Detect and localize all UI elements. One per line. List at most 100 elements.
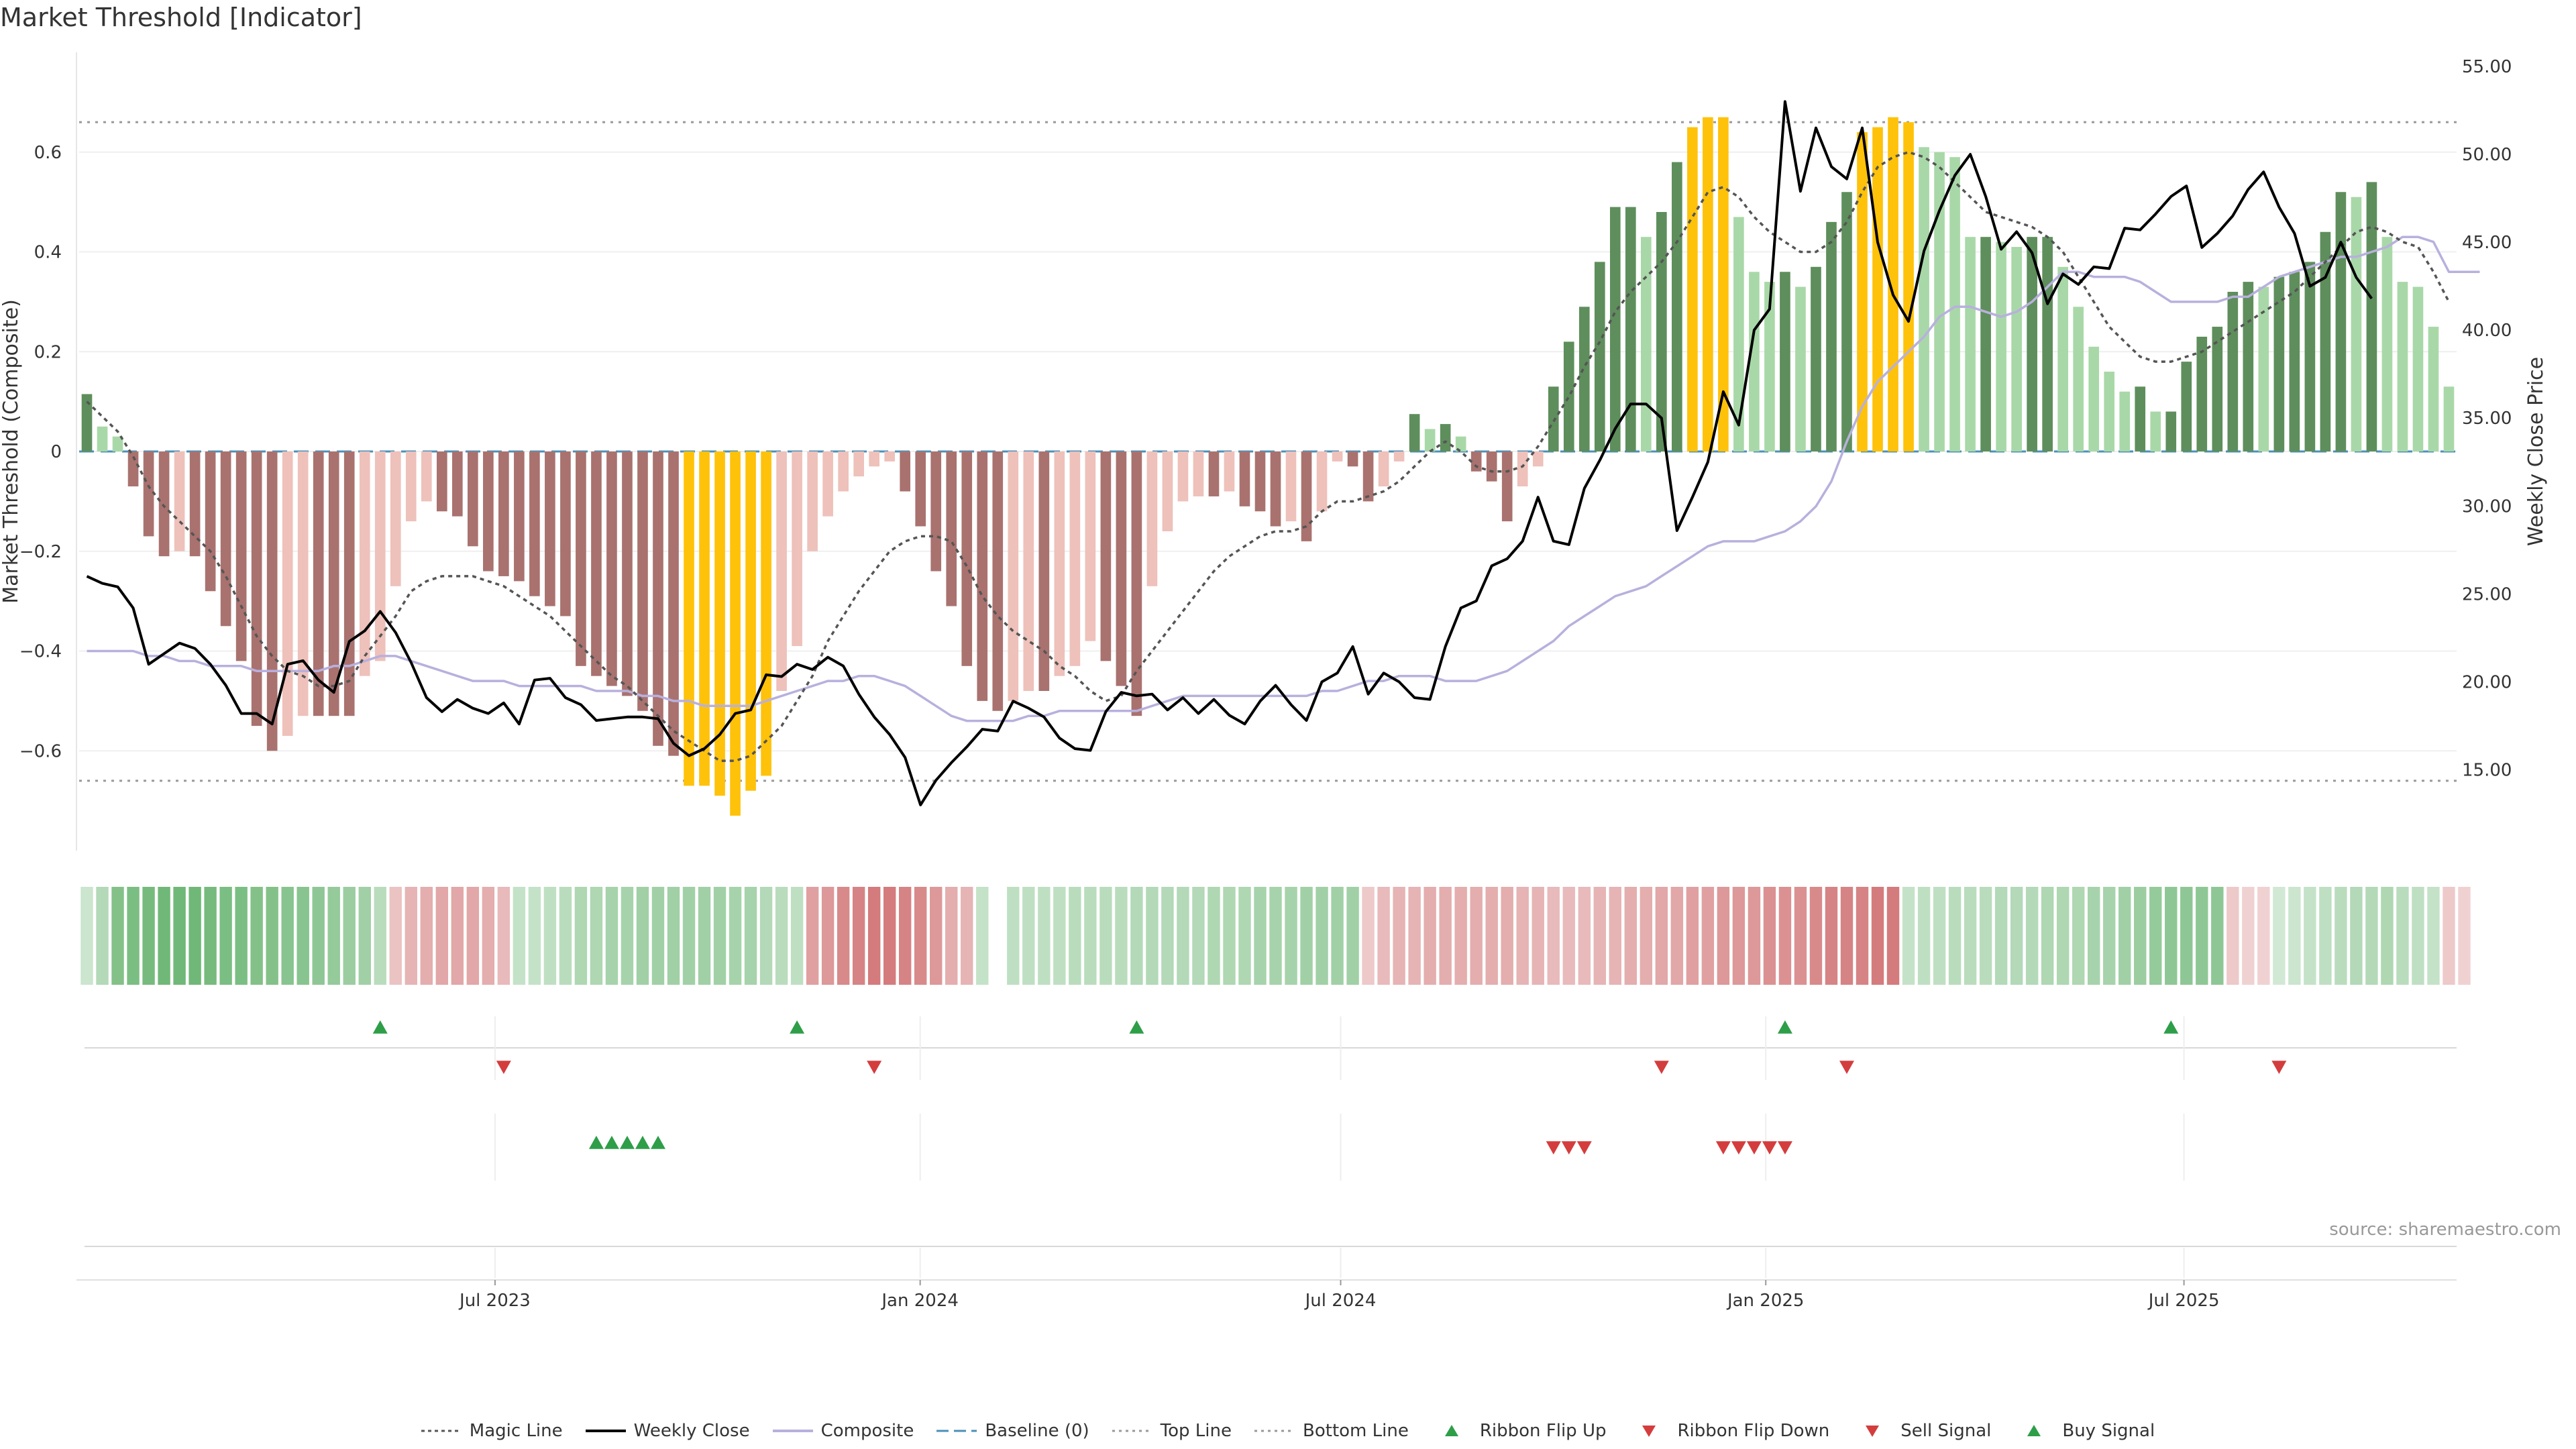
ribbon-cell bbox=[312, 887, 325, 985]
ribbon-cell bbox=[189, 887, 201, 985]
dotted-line-light bbox=[1112, 1424, 1152, 1438]
x-tick-label: Jul 2025 bbox=[2147, 1291, 2220, 1311]
y-tick-label: −0.6 bbox=[19, 741, 62, 761]
composite-bar bbox=[2273, 276, 2285, 451]
composite-bar bbox=[1023, 451, 1034, 691]
composite-bar bbox=[1362, 451, 1374, 502]
composite-bar bbox=[853, 451, 864, 477]
composite-bar bbox=[699, 451, 710, 786]
ribbon-cell bbox=[1439, 887, 1452, 985]
ribbon-flip-up-marker bbox=[372, 1020, 388, 1034]
composite-bar bbox=[560, 451, 571, 616]
composite-bar bbox=[97, 426, 108, 451]
sell-signal-marker bbox=[1715, 1141, 1731, 1155]
composite-bar bbox=[2258, 286, 2269, 451]
ribbon-cell bbox=[621, 887, 634, 985]
composite-bar bbox=[1393, 451, 1405, 462]
ribbon-cell bbox=[2025, 887, 2039, 985]
sell-signal-marker bbox=[1762, 1141, 1777, 1155]
ribbon-cell bbox=[1732, 887, 1746, 985]
y2-tick-label: 50.00 bbox=[2462, 145, 2512, 165]
composite-bar bbox=[1826, 221, 1837, 451]
composite-bar bbox=[884, 451, 896, 462]
ribbon-flip-down-marker bbox=[1654, 1061, 1669, 1074]
composite-bar bbox=[1609, 207, 1621, 451]
y2-tick-label: 45.00 bbox=[2462, 233, 2512, 253]
lavender-line bbox=[772, 1424, 813, 1438]
legend-label: Bottom Line bbox=[1303, 1421, 1409, 1441]
ribbon-cell bbox=[2350, 887, 2363, 985]
ribbon-cell bbox=[1994, 887, 2008, 985]
ribbon-cell bbox=[667, 887, 680, 985]
composite-bar bbox=[591, 451, 602, 676]
ribbon-flip-down-marker bbox=[2271, 1061, 2287, 1074]
ribbon-cell bbox=[2010, 887, 2023, 985]
composite-bar bbox=[2057, 266, 2068, 451]
composite-bar bbox=[1949, 157, 1960, 451]
ribbon-cell bbox=[343, 887, 356, 985]
composite-bar bbox=[653, 451, 663, 746]
legend-label: Baseline (0) bbox=[985, 1421, 1089, 1441]
composite-bar bbox=[1857, 132, 1868, 451]
axes: −0.6 −0.4 −0.2 0 0.2 0.4 0.6 15.00 20.00 25.00 30.… bbox=[0, 52, 2548, 851]
legend-label: Ribbon Flip Down bbox=[1677, 1421, 1830, 1441]
ribbon-cell bbox=[559, 887, 572, 985]
ribbon-cell bbox=[1130, 887, 1143, 985]
composite-bar bbox=[1563, 341, 1574, 451]
buy-signal-marker bbox=[635, 1136, 650, 1149]
composite-bar bbox=[1162, 451, 1173, 531]
composite-bar bbox=[930, 451, 942, 572]
ribbon-cell bbox=[2196, 887, 2208, 985]
composite-bar bbox=[81, 394, 93, 451]
composite-bar bbox=[2366, 182, 2377, 451]
ribbon-cell bbox=[2412, 887, 2424, 985]
legend-item: Ribbon Flip Down bbox=[1629, 1421, 1829, 1441]
ribbon-cell bbox=[914, 887, 927, 985]
composite-bars bbox=[81, 117, 2455, 816]
composite-bar bbox=[235, 451, 247, 661]
ribbon-cell bbox=[574, 887, 588, 985]
ribbon-cell bbox=[1701, 887, 1715, 985]
ribbon-cell bbox=[1053, 887, 1066, 985]
composite-bar bbox=[1424, 429, 1436, 451]
y2-tick-label: 40.00 bbox=[2462, 321, 2512, 341]
legend-item: Composite bbox=[772, 1421, 914, 1441]
x-tick-label: Jul 2024 bbox=[1304, 1291, 1377, 1311]
legend-item: Bottom Line bbox=[1254, 1421, 1409, 1441]
composite-bar bbox=[2397, 282, 2408, 451]
ribbon-cell bbox=[1825, 887, 1838, 985]
composite-bar bbox=[637, 451, 648, 711]
ribbon-cell bbox=[420, 887, 433, 985]
composite-bar bbox=[1301, 451, 1312, 541]
triangle-down-icon bbox=[1629, 1424, 1669, 1438]
composite-bar bbox=[2165, 411, 2177, 451]
ribbon-flip-up-marker bbox=[1129, 1020, 1144, 1034]
composite-bar bbox=[1718, 117, 1729, 451]
composite-bar bbox=[1270, 451, 1281, 527]
composite-bar bbox=[1795, 286, 1806, 451]
sell-signal-marker bbox=[1731, 1141, 1746, 1155]
ribbon-cell bbox=[651, 887, 665, 985]
composite-bar bbox=[1131, 451, 1142, 716]
ribbon-cell bbox=[636, 887, 649, 985]
ribbon-cell bbox=[127, 887, 140, 985]
ribbon-cell bbox=[1933, 887, 1946, 985]
ribbon-cell bbox=[852, 887, 865, 985]
legend-item: Ribbon Flip Up bbox=[1432, 1421, 1606, 1441]
y2-tick-label: 15.00 bbox=[2462, 760, 2512, 780]
composite-bar bbox=[1594, 262, 1605, 451]
ribbon-flip-up-marker bbox=[2163, 1020, 2179, 1034]
ribbon-cell bbox=[1979, 887, 1992, 985]
ribbon-cell bbox=[759, 887, 773, 985]
composite-bar bbox=[1934, 152, 1945, 451]
ribbon-cell bbox=[2396, 887, 2409, 985]
composite-bar bbox=[1780, 272, 1790, 451]
composite-bar bbox=[1285, 451, 1297, 522]
ribbon-cell bbox=[281, 887, 294, 985]
composite-bar bbox=[745, 451, 756, 791]
composite-bar bbox=[374, 451, 386, 661]
composite-bar bbox=[498, 451, 509, 576]
ribbon-cell bbox=[358, 887, 371, 985]
ribbon-cell bbox=[790, 887, 804, 985]
ribbon-cell bbox=[266, 887, 278, 985]
